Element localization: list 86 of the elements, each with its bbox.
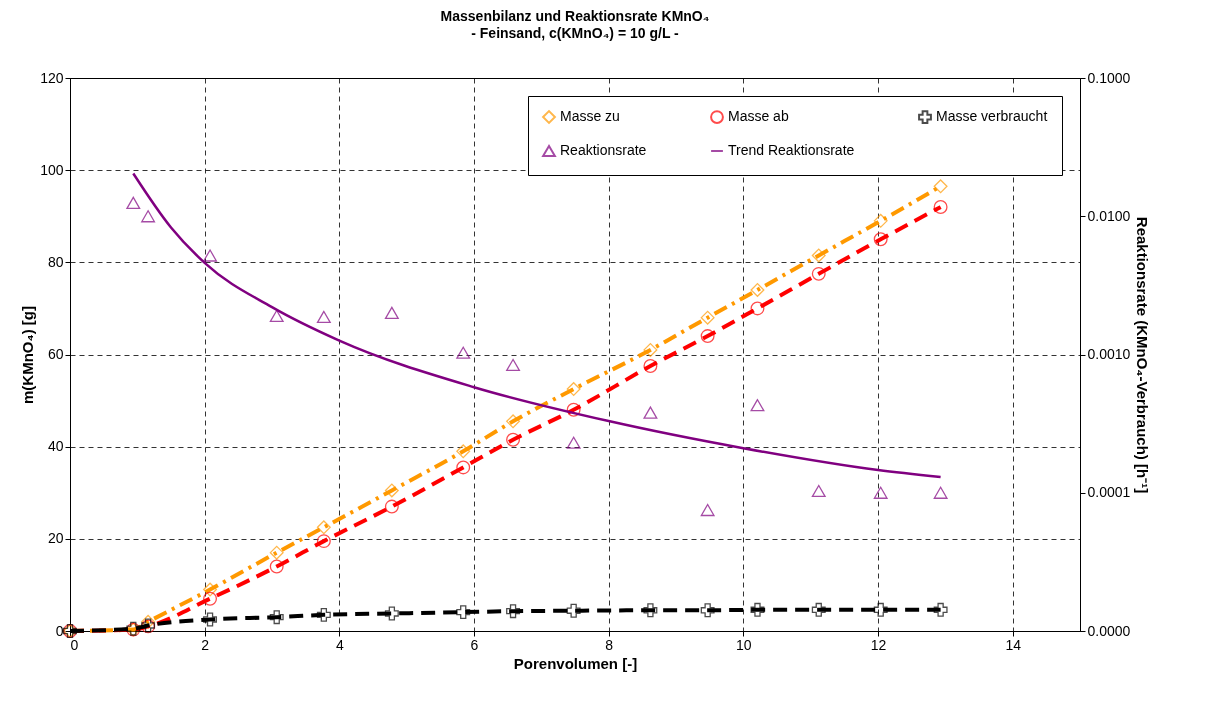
legend-label: Trend Reaktionsrate	[728, 142, 855, 158]
point	[269, 610, 284, 625]
x-tick-label: 12	[870, 636, 887, 653]
legend-label: Masse ab	[728, 108, 789, 125]
point	[384, 306, 399, 320]
y2-tick-label: 0.0100	[1087, 207, 1131, 224]
y-tick-label: 20	[47, 530, 64, 547]
y2-axis-title: Reaktionsrate (KMnO₄-Verbrauch) [h⁻¹]	[1134, 216, 1152, 494]
point	[203, 591, 218, 606]
point	[643, 342, 658, 357]
point	[384, 606, 399, 621]
point	[506, 604, 521, 619]
chart-subtitle: - Feinsand, c(KMnO₄) = 10 g/L -	[471, 25, 680, 41]
point	[506, 432, 521, 447]
x-tick-label: 10	[736, 636, 752, 653]
point	[126, 196, 141, 209]
point	[269, 309, 284, 323]
x-axis-title: Porenvolumen [-]	[513, 654, 638, 672]
point	[269, 545, 284, 560]
point	[643, 359, 658, 373]
point	[873, 602, 888, 617]
y-tick-label: 60	[47, 346, 64, 362]
point	[203, 249, 218, 262]
legend-label: Reaktionsrate	[560, 142, 647, 158]
point	[203, 612, 218, 627]
point	[700, 329, 715, 344]
point	[750, 301, 765, 316]
x-tick-label: 14	[1005, 636, 1022, 653]
point	[456, 460, 471, 475]
point	[811, 248, 826, 263]
point	[506, 358, 521, 372]
point	[750, 399, 765, 412]
x-tick-label: 2	[201, 636, 210, 653]
point	[643, 406, 658, 419]
point	[141, 210, 156, 223]
point	[700, 603, 715, 618]
point	[566, 436, 581, 449]
x-tick-label: 4	[335, 636, 344, 653]
point	[269, 559, 284, 574]
point	[566, 603, 581, 618]
point	[873, 232, 888, 247]
legend-label: Masse zu	[560, 108, 620, 125]
y2-tick-label: 0.0000	[1087, 622, 1131, 639]
point	[141, 614, 156, 629]
chart-title: Massenbilanz und Reaktionsrate KMnO₄	[440, 8, 710, 24]
point	[456, 605, 471, 620]
y-tick-label: 120	[40, 69, 64, 86]
y-tick-label: 100	[40, 161, 64, 178]
point	[643, 603, 658, 618]
point	[700, 310, 715, 325]
point	[203, 582, 218, 597]
point	[384, 483, 399, 498]
point	[933, 486, 948, 499]
point	[750, 283, 765, 297]
y-tick-label: 40	[47, 438, 64, 455]
point	[933, 602, 948, 617]
point	[316, 607, 331, 622]
point	[506, 414, 521, 429]
point	[316, 520, 331, 535]
point	[811, 266, 826, 281]
point	[456, 346, 471, 359]
point	[316, 310, 331, 324]
legend-label: Masse verbraucht	[936, 108, 1048, 125]
point	[933, 200, 948, 214]
x-tick-label: 0	[70, 636, 79, 653]
point	[566, 382, 581, 397]
line-series	[132, 172, 942, 479]
point	[873, 213, 888, 228]
y2-tick-label: 0.0001	[1087, 484, 1131, 501]
y-axis-title: m(KMnO₄) [g]	[19, 306, 37, 404]
point	[456, 444, 471, 459]
x-tick-label: 6	[470, 636, 479, 653]
y-tick-label: 0	[55, 622, 64, 639]
y2-tick-label: 0.1000	[1087, 69, 1131, 86]
point	[384, 499, 399, 514]
y-tick-label: 80	[47, 253, 64, 270]
point	[811, 484, 826, 498]
point	[750, 602, 765, 617]
x-tick-label: 8	[605, 636, 614, 653]
point	[700, 503, 715, 517]
point	[933, 179, 948, 194]
point	[566, 402, 581, 417]
point	[811, 602, 826, 617]
point	[873, 486, 888, 499]
point	[316, 534, 331, 549]
y2-tick-label: 0.0010	[1087, 346, 1131, 362]
